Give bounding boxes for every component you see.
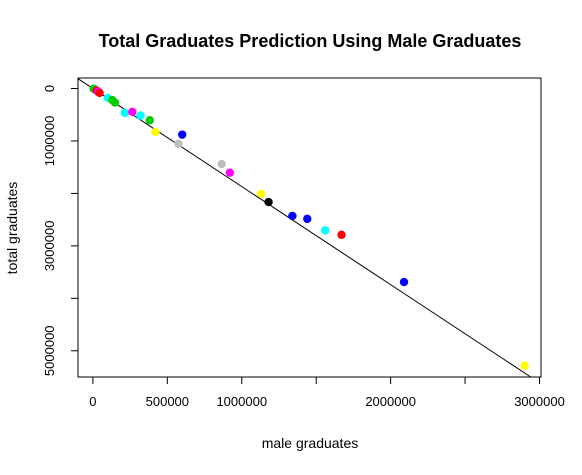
y-axis: 0 1000000 3000000 5000000 [42,85,79,376]
data-point [217,159,226,169]
data-point [399,277,409,287]
data-point [264,197,273,207]
x-tick-label: 2000000 [365,394,416,409]
y-tick-label: 3000000 [42,221,57,272]
x-tick-label: 1000000 [216,394,267,409]
y-tick-label: 0 [42,85,57,92]
data-point [95,88,104,98]
x-tick-label: 3000000 [514,394,565,409]
data-point [174,139,183,149]
data-point [256,189,266,198]
x-tick-label: 500000 [146,394,189,409]
data-point [288,211,297,221]
data-point [110,98,120,107]
data-point [151,127,160,137]
data-point [128,107,137,117]
y-tick-label: 1000000 [42,116,57,167]
data-point [320,226,330,235]
data-point [303,214,312,224]
x-axis: 0 500000 1000000 2000000 3000000 [89,376,565,409]
x-axis-label: male graduates [262,435,359,451]
x-tick-label: 0 [89,394,96,409]
data-point [136,111,145,120]
chart-title: Total Graduates Prediction Using Male Gr… [99,31,522,51]
data-point [145,116,154,125]
regression-line [77,78,532,378]
y-tick-label: 5000000 [42,325,57,376]
data-point [520,361,529,370]
data-point [178,130,187,139]
data-point [337,230,346,240]
data-point [120,108,130,118]
data-point [225,168,235,177]
data-points [89,84,529,370]
y-axis-label: total graduates [4,182,20,275]
